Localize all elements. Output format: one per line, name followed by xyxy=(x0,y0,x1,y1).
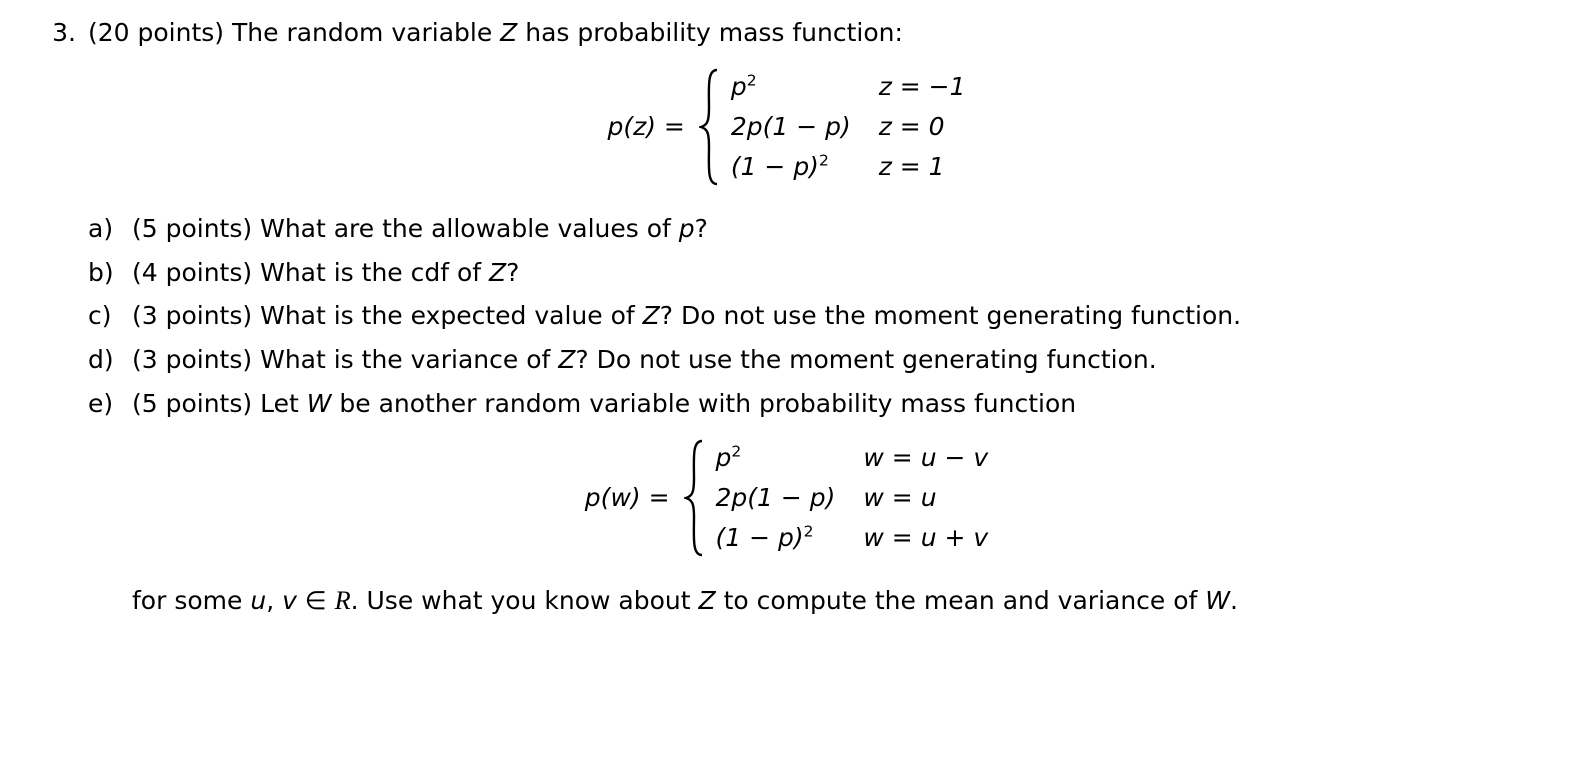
pmf-w-lhs: p(w) = xyxy=(585,439,684,557)
pmf-z-row1-expr: p2 xyxy=(731,70,851,104)
part-e-body: (5 points) Let W be another random varia… xyxy=(132,387,1545,421)
intro-var: Z xyxy=(500,18,517,47)
part-d-body: (3 points) What is the variance of Z? Do… xyxy=(132,343,1545,377)
question-header: 3. (20 points) The random variable Z has… xyxy=(28,16,1545,50)
part-e-label: e) xyxy=(88,387,132,421)
part-e-tail: for some u, v ∈ R. Use what you know abo… xyxy=(28,583,1545,618)
question-intro: (20 points) The random variable Z has pr… xyxy=(88,16,1545,50)
part-c: c) (3 points) What is the expected value… xyxy=(88,299,1545,333)
part-d-points: (3 points) xyxy=(132,345,260,374)
part-d: d) (3 points) What is the variance of Z?… xyxy=(88,343,1545,377)
pmf-z-row1-cond: z = −1 xyxy=(879,70,966,104)
pmf-w-row2-expr: 2p(1 − p) xyxy=(716,481,836,515)
pmf-z-row2-cond: z = 0 xyxy=(879,110,966,144)
part-c-body: (3 points) What is the expected value of… xyxy=(132,299,1545,333)
part-d-label: d) xyxy=(88,343,132,377)
part-c-text: What is the expected value of Z? Do not … xyxy=(260,301,1241,330)
intro-text-before: The random variable xyxy=(232,18,500,47)
part-a-body: (5 points) What are the allowable values… xyxy=(132,212,1545,246)
left-brace-icon xyxy=(684,439,706,557)
part-d-text: What is the variance of Z? Do not use th… xyxy=(260,345,1157,374)
pmf-z-row2-expr: 2p(1 − p) xyxy=(731,110,851,144)
part-a-label: a) xyxy=(88,212,132,246)
part-b-text: What is the cdf of Z? xyxy=(260,258,519,287)
question-number: 3. xyxy=(28,16,88,50)
page: 3. (20 points) The random variable Z has… xyxy=(0,0,1573,646)
part-a-points: (5 points) xyxy=(132,214,260,243)
part-c-points: (3 points) xyxy=(132,301,260,330)
pmf-z-arg: z xyxy=(633,110,646,144)
pmf-w-row3-cond: w = u + v xyxy=(863,521,988,555)
pmf-w-row1-expr: p2 xyxy=(716,441,836,475)
cases-block-w: p(w) = p2 w = u − v 2p(1 − p) w = u (1 −… xyxy=(585,439,988,557)
pmf-w-row3-expr: (1 − p)2 xyxy=(716,521,836,555)
points-label: (20 points) xyxy=(88,18,232,47)
pmf-z-row3-cond: z = 1 xyxy=(879,150,966,184)
pmf-w-cases: p2 w = u − v 2p(1 − p) w = u (1 − p)2 w … xyxy=(706,439,989,557)
cases-block: p(z) = p2 z = −1 2p(1 − p) z = 0 (1 − p)… xyxy=(607,68,965,186)
part-e-text: Let W be another random variable with pr… xyxy=(260,389,1076,418)
pmf-z-lhs: p(z) = xyxy=(607,68,698,186)
part-b: b) (4 points) What is the cdf of Z? xyxy=(88,256,1545,290)
part-a: a) (5 points) What are the allowable val… xyxy=(88,212,1545,246)
intro-text-after: has probability mass function: xyxy=(517,18,903,47)
part-b-points: (4 points) xyxy=(132,258,260,287)
part-a-text: What are the allowable values of p? xyxy=(260,214,708,243)
left-brace-icon xyxy=(699,68,721,186)
part-b-body: (4 points) What is the cdf of Z? xyxy=(132,256,1545,290)
pmf-z-equation: p(z) = p2 z = −1 2p(1 − p) z = 0 (1 − p)… xyxy=(28,68,1545,186)
pmf-w-row1-cond: w = u − v xyxy=(863,441,988,475)
pmf-w-fn: p xyxy=(585,481,601,515)
part-b-label: b) xyxy=(88,256,132,290)
pmf-z-fn: p xyxy=(607,110,623,144)
pmf-z-row3-expr: (1 − p)2 xyxy=(731,150,851,184)
part-e: e) (5 points) Let W be another random va… xyxy=(88,387,1545,421)
pmf-w-equation: p(w) = p2 w = u − v 2p(1 − p) w = u (1 −… xyxy=(28,439,1545,557)
pmf-w-arg: w xyxy=(610,481,630,515)
part-e-points: (5 points) xyxy=(132,389,260,418)
part-c-label: c) xyxy=(88,299,132,333)
subparts: a) (5 points) What are the allowable val… xyxy=(28,212,1545,421)
pmf-z-cases: p2 z = −1 2p(1 − p) z = 0 (1 − p)2 z = 1 xyxy=(721,68,966,186)
pmf-w-row2-cond: w = u xyxy=(863,481,988,515)
